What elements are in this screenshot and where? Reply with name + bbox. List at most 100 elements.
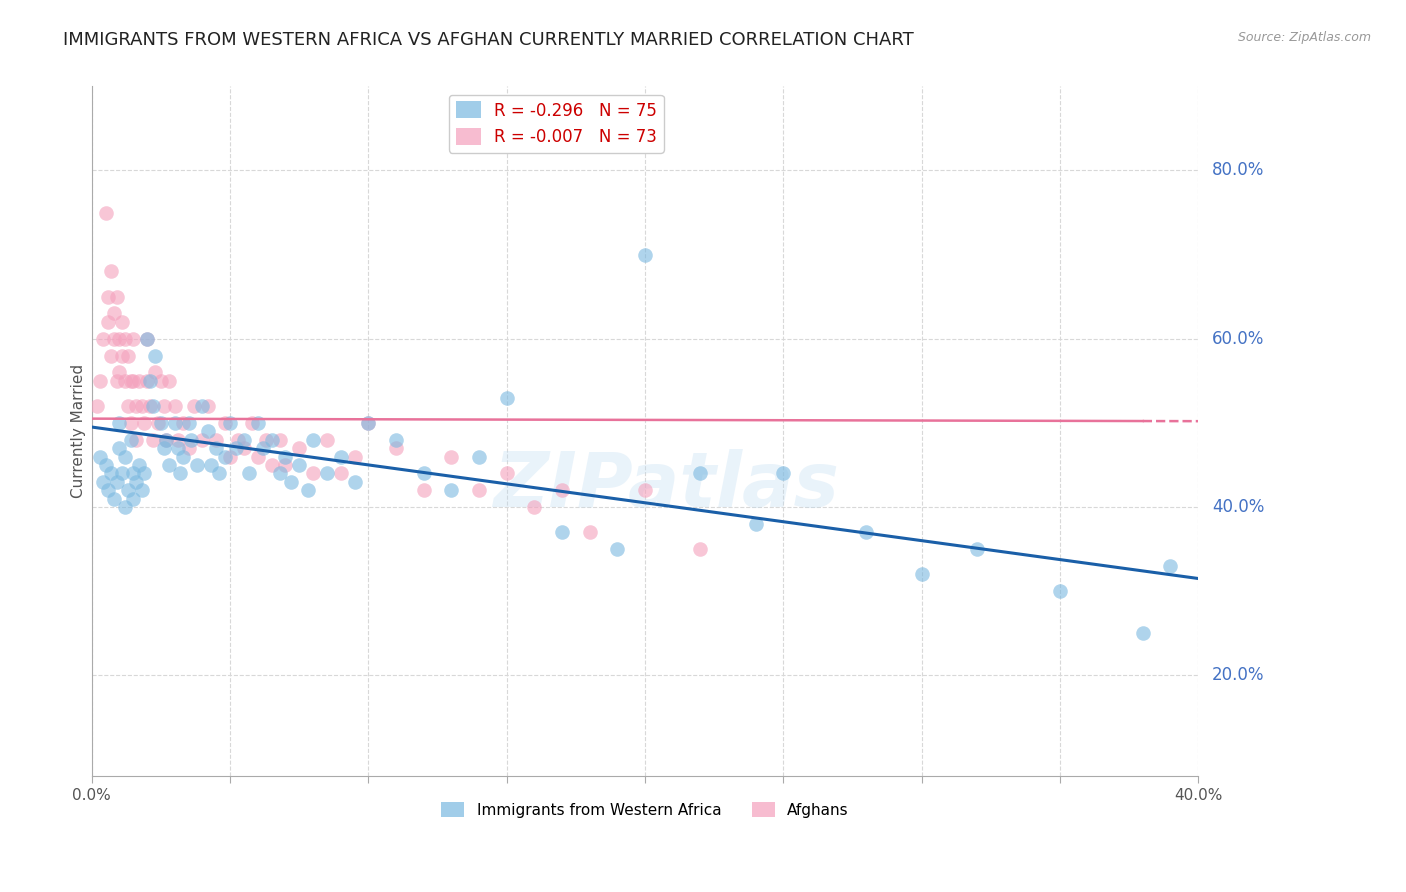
Point bbox=[302, 433, 325, 447]
Point bbox=[225, 441, 247, 455]
Point bbox=[105, 290, 128, 304]
Point bbox=[114, 500, 136, 514]
Point bbox=[180, 433, 202, 447]
Point bbox=[523, 500, 546, 514]
Point bbox=[125, 399, 148, 413]
Point bbox=[136, 374, 159, 388]
Point bbox=[219, 450, 242, 464]
Point bbox=[134, 416, 156, 430]
Point bbox=[269, 467, 291, 481]
Point bbox=[412, 467, 434, 481]
Point bbox=[246, 450, 269, 464]
Point bbox=[139, 399, 162, 413]
Point bbox=[855, 525, 877, 540]
Point bbox=[114, 332, 136, 346]
Point bbox=[152, 441, 174, 455]
Point bbox=[100, 467, 122, 481]
Point bbox=[495, 391, 517, 405]
Point bbox=[551, 483, 574, 497]
Point bbox=[111, 315, 134, 329]
Point bbox=[97, 290, 120, 304]
Point bbox=[495, 467, 517, 481]
Point bbox=[114, 374, 136, 388]
Point bbox=[149, 416, 172, 430]
Point bbox=[200, 458, 222, 472]
Point bbox=[131, 483, 153, 497]
Point bbox=[205, 441, 228, 455]
Point bbox=[89, 450, 111, 464]
Point bbox=[108, 365, 131, 379]
Point bbox=[440, 450, 463, 464]
Text: ZIPatlas: ZIPatlas bbox=[494, 450, 839, 524]
Point bbox=[214, 416, 236, 430]
Point bbox=[578, 525, 600, 540]
Point bbox=[329, 450, 352, 464]
Point bbox=[634, 247, 657, 261]
Point bbox=[91, 332, 114, 346]
Point bbox=[468, 483, 491, 497]
Point bbox=[155, 433, 177, 447]
Point bbox=[205, 433, 228, 447]
Point bbox=[238, 467, 260, 481]
Point bbox=[122, 374, 145, 388]
Point bbox=[197, 399, 219, 413]
Point bbox=[297, 483, 319, 497]
Point bbox=[103, 491, 125, 506]
Point bbox=[117, 483, 139, 497]
Point bbox=[551, 525, 574, 540]
Point bbox=[177, 416, 200, 430]
Point bbox=[744, 516, 766, 531]
Point bbox=[357, 416, 380, 430]
Point bbox=[440, 483, 463, 497]
Point bbox=[186, 458, 208, 472]
Point bbox=[152, 399, 174, 413]
Text: 60.0%: 60.0% bbox=[1212, 330, 1264, 348]
Point bbox=[128, 374, 150, 388]
Point bbox=[252, 441, 274, 455]
Point bbox=[91, 475, 114, 489]
Point bbox=[157, 458, 180, 472]
Point bbox=[122, 491, 145, 506]
Point bbox=[108, 441, 131, 455]
Point bbox=[228, 433, 250, 447]
Point bbox=[634, 483, 657, 497]
Point bbox=[86, 399, 108, 413]
Point bbox=[280, 475, 302, 489]
Point bbox=[146, 416, 169, 430]
Point bbox=[100, 264, 122, 278]
Point bbox=[385, 441, 408, 455]
Point bbox=[274, 450, 297, 464]
Point bbox=[142, 433, 165, 447]
Point bbox=[108, 416, 131, 430]
Point bbox=[134, 467, 156, 481]
Point bbox=[385, 433, 408, 447]
Point bbox=[1049, 584, 1071, 599]
Point bbox=[97, 483, 120, 497]
Y-axis label: Currently Married: Currently Married bbox=[72, 364, 86, 499]
Point bbox=[117, 349, 139, 363]
Point bbox=[910, 567, 932, 582]
Point bbox=[343, 450, 366, 464]
Point bbox=[254, 433, 277, 447]
Point bbox=[468, 450, 491, 464]
Point bbox=[269, 433, 291, 447]
Point bbox=[105, 475, 128, 489]
Point bbox=[343, 475, 366, 489]
Point bbox=[183, 399, 205, 413]
Point bbox=[689, 467, 711, 481]
Point bbox=[125, 475, 148, 489]
Point bbox=[1159, 558, 1181, 573]
Legend: Immigrants from Western Africa, Afghans: Immigrants from Western Africa, Afghans bbox=[436, 796, 855, 823]
Text: 80.0%: 80.0% bbox=[1212, 161, 1264, 179]
Point bbox=[155, 433, 177, 447]
Point bbox=[122, 467, 145, 481]
Point bbox=[103, 332, 125, 346]
Point bbox=[260, 458, 283, 472]
Point bbox=[166, 441, 188, 455]
Point bbox=[139, 374, 162, 388]
Point bbox=[260, 433, 283, 447]
Point bbox=[232, 433, 254, 447]
Point bbox=[149, 374, 172, 388]
Point bbox=[103, 306, 125, 320]
Point bbox=[117, 399, 139, 413]
